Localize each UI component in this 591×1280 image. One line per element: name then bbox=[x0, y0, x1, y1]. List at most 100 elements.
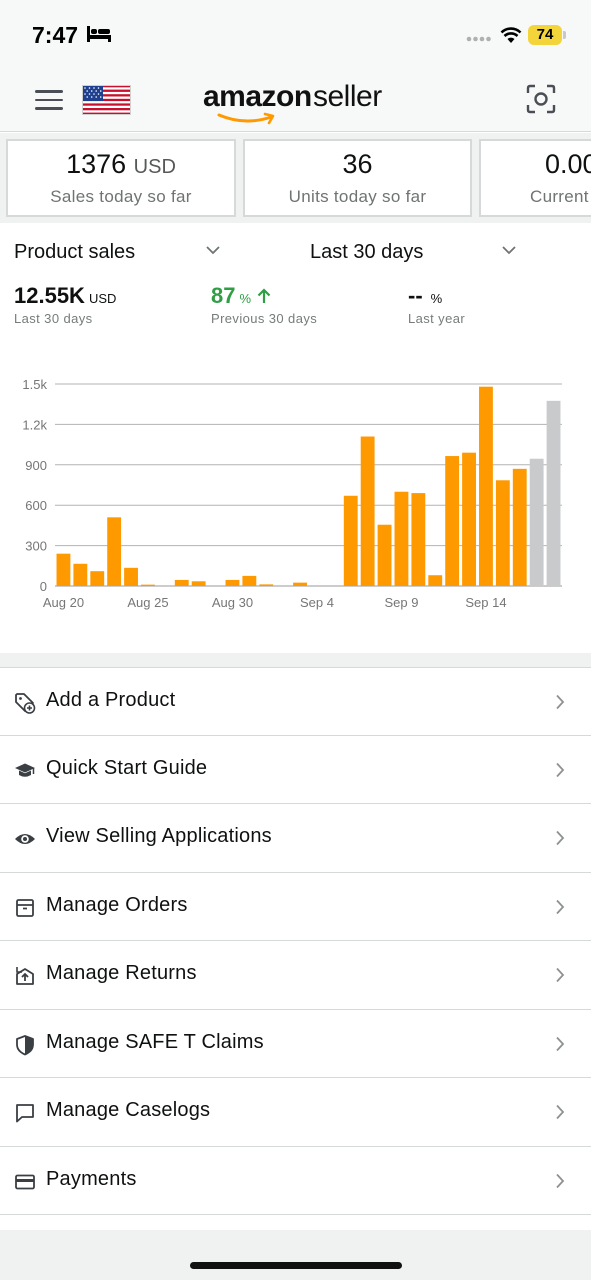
metric-value: 1376 bbox=[66, 149, 127, 179]
eye-icon bbox=[15, 834, 35, 844]
battery-level: 74 bbox=[536, 26, 554, 43]
menu-item-label: View Selling Applications bbox=[46, 825, 272, 847]
chart-x-tick-label: Sep 9 bbox=[384, 595, 418, 610]
chart-bar bbox=[495, 480, 510, 586]
kpi-number: 87 bbox=[211, 283, 236, 308]
menu-item-label: Manage Orders bbox=[46, 893, 188, 916]
us-flag-icon[interactable] bbox=[82, 85, 131, 115]
chart-bar bbox=[445, 456, 460, 586]
sales-bar-chart: 0 300 600 900 1.2k 1.5k Aug 20 Aug 25 Aug 30 Sep … bbox=[22, 377, 562, 610]
chevron-right-icon bbox=[556, 830, 565, 846]
chart-y-tick-label: 1.5k bbox=[22, 377, 47, 392]
home-indicator[interactable] bbox=[190, 1262, 402, 1269]
metric-cards: 1376 USD Sales today so far 36 Units tod… bbox=[0, 133, 591, 223]
menu-item-payments[interactable]: Payments bbox=[0, 1146, 591, 1215]
chart-bar bbox=[428, 575, 443, 586]
status-bar: 7:47 74 bbox=[0, 0, 591, 68]
scan-icon[interactable] bbox=[526, 84, 556, 114]
chat-bubble-icon bbox=[16, 1104, 34, 1123]
menu-item-manage-returns[interactable]: Manage Returns bbox=[0, 941, 591, 1010]
battery-icon: 74 bbox=[528, 25, 566, 45]
chevron-down-icon[interactable] bbox=[502, 246, 516, 255]
chart-bar bbox=[293, 582, 307, 586]
bottom-area bbox=[0, 1230, 591, 1280]
chart-bar bbox=[56, 553, 71, 586]
chart-bar bbox=[191, 581, 206, 586]
kpi-current-value: 12.55K USD bbox=[14, 283, 116, 309]
menu-item-add-product[interactable]: Add a Product bbox=[0, 667, 591, 736]
metric-label: Sales today so far bbox=[50, 187, 192, 206]
menu-item-quick-start-guide[interactable]: Quick Start Guide bbox=[0, 735, 591, 804]
menu-item-label: Payments bbox=[46, 1167, 137, 1190]
kpi-label: Last 30 days bbox=[14, 311, 93, 326]
chart-y-tick-label: 600 bbox=[25, 498, 47, 513]
chevron-right-icon bbox=[556, 762, 565, 777]
brand-amazon: amazon bbox=[203, 80, 312, 113]
chart-bar bbox=[242, 575, 257, 586]
chart-y-tick-label: 1.2k bbox=[22, 417, 47, 432]
signal-icon bbox=[466, 36, 491, 42]
chart-x-tick-label: Sep 4 bbox=[300, 595, 334, 610]
menu-list: Add a Product Quick Start Guide View Sel… bbox=[0, 667, 591, 1215]
chart-bar bbox=[124, 567, 138, 586]
chart-x-tick-label: Aug 25 bbox=[127, 595, 168, 610]
chart-y-tick-label: 900 bbox=[25, 458, 47, 473]
return-box-icon bbox=[16, 967, 34, 985]
kpi-number: -- bbox=[408, 283, 423, 308]
chart-y-tick-label: 0 bbox=[40, 579, 47, 594]
chart-bar bbox=[343, 495, 358, 586]
chevron-right-icon bbox=[556, 899, 565, 914]
kpi-previous-value: 87% bbox=[211, 283, 271, 309]
metric-dropdown[interactable]: Product sales bbox=[14, 241, 136, 263]
metric-label: Current bbox=[530, 187, 589, 206]
metric-value: 36 bbox=[342, 149, 373, 179]
metric-unit: USD bbox=[133, 156, 176, 178]
chart-x-tick-label: Aug 30 bbox=[212, 595, 253, 610]
chart-bar bbox=[141, 584, 155, 586]
sales-panel: Product sales Last 30 days 12.55K USD Las… bbox=[0, 223, 591, 653]
metric-card-current[interactable]: 0.00 Current bbox=[479, 139, 591, 217]
chart-bar bbox=[90, 571, 105, 586]
menu-item-label: Manage Caselogs bbox=[46, 1099, 211, 1121]
chart-x-tick-label: Aug 20 bbox=[43, 595, 84, 610]
chevron-right-icon bbox=[556, 967, 565, 983]
period-dropdown[interactable]: Last 30 days bbox=[310, 241, 424, 263]
chart-bar bbox=[174, 579, 189, 586]
kpi-unit: % bbox=[239, 291, 252, 306]
chevron-right-icon bbox=[556, 1036, 565, 1051]
menu-item-view-selling-applications[interactable]: View Selling Applications bbox=[0, 804, 591, 873]
app-header: amazon seller bbox=[0, 68, 591, 132]
arrow-up-icon bbox=[257, 288, 271, 303]
menu-item-label: Manage Returns bbox=[46, 962, 197, 984]
menu-item-manage-orders[interactable]: Manage Orders bbox=[0, 872, 591, 941]
status-time: 7:47 bbox=[32, 22, 79, 48]
kpi-label: Last year bbox=[408, 311, 466, 326]
credit-card-icon bbox=[15, 1174, 35, 1189]
chart-y-tick-label: 300 bbox=[25, 539, 47, 554]
chart-bar bbox=[546, 400, 561, 586]
chevron-down-icon[interactable] bbox=[206, 246, 220, 255]
kpi-last-year-value: --% bbox=[408, 283, 442, 309]
metric-label: Units today so far bbox=[288, 187, 427, 206]
chart-bar bbox=[462, 452, 476, 586]
metric-card-units[interactable]: 36 Units today so far bbox=[243, 139, 472, 217]
metric-card-sales[interactable]: 1376 USD Sales today so far bbox=[6, 139, 236, 217]
kpi-label: Previous 30 days bbox=[211, 311, 318, 326]
bed-icon bbox=[87, 26, 111, 42]
shield-icon bbox=[16, 1034, 34, 1055]
amazon-smile-icon bbox=[217, 112, 275, 125]
add-tag-icon bbox=[15, 693, 36, 714]
brand-seller: seller bbox=[313, 80, 382, 113]
metric-value: 0.00 bbox=[545, 149, 591, 179]
kpi-unit: % bbox=[430, 291, 443, 306]
chart-bar bbox=[360, 436, 375, 586]
chart-bar bbox=[377, 524, 392, 586]
hamburger-menu-icon[interactable] bbox=[35, 89, 63, 111]
menu-item-manage-safe-t-claims[interactable]: Manage SAFE T Claims bbox=[0, 1009, 591, 1078]
menu-item-label: Quick Start Guide bbox=[46, 756, 208, 779]
amazon-seller-logo: amazon seller bbox=[203, 78, 393, 128]
graduation-cap-icon bbox=[15, 763, 35, 777]
chart-bar bbox=[512, 468, 527, 586]
menu-item-manage-caselogs[interactable]: Manage Caselogs bbox=[0, 1078, 591, 1147]
chart-bar bbox=[479, 386, 493, 586]
